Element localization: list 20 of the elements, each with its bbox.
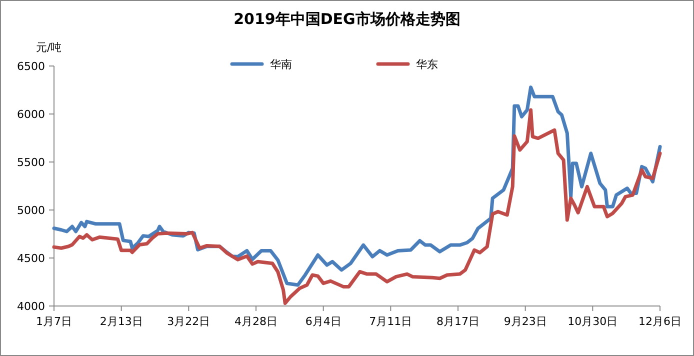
y-tick-label: 5500: [17, 156, 45, 169]
x-tick-label: 1月7日: [36, 315, 72, 328]
x-tick-label: 8月17日: [436, 315, 480, 328]
chart-title: 2019年中国DEG市场价格走势图: [234, 10, 460, 28]
y-tick-label: 4500: [17, 252, 45, 265]
x-tick-label: 2月13日: [100, 315, 143, 328]
x-tick-label: 9月23日: [504, 315, 547, 328]
legend-label: 华东: [416, 58, 438, 71]
x-tick-label: 10月30日: [568, 315, 618, 328]
x-tick-label: 3月22日: [167, 315, 210, 328]
legend-label: 华南: [270, 58, 292, 71]
y-tick-label: 6000: [17, 108, 45, 121]
x-tick-label: 4月28日: [234, 315, 278, 328]
x-tick-label: 7月11日: [369, 315, 412, 328]
y-tick-label: 5000: [17, 204, 45, 217]
x-tick-label: 12月6日: [638, 315, 682, 328]
x-tick-label: 6月4日: [305, 315, 342, 328]
y-tick-label: 4000: [17, 300, 45, 313]
y-tick-label: 6500: [17, 60, 45, 73]
y-axis-title: 元/吨: [36, 41, 62, 54]
